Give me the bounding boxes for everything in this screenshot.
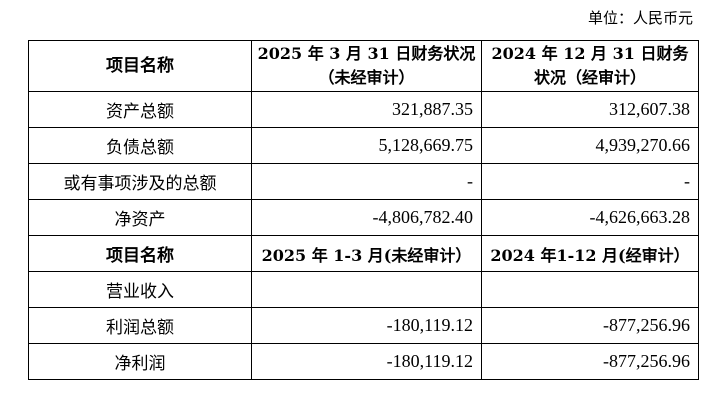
header-2025-q1: 2025 年 3 月 31 日财务状况（未经审计）: [251, 40, 482, 92]
table-row: 利润总额 -180,119.12 -877,256.96: [28, 307, 699, 344]
table-row: 负债总额 5,128,669.75 4,939,270.66: [28, 127, 699, 164]
header-2024-year: 2024 年 12 月 31 日财务状况（经审计）: [481, 40, 699, 92]
row-name: 负债总额: [28, 127, 252, 164]
row-name: 营业收入: [28, 271, 252, 308]
row-name: 利润总额: [28, 307, 252, 344]
row-value-2025: -180,119.12: [251, 307, 482, 344]
row-value-2025: -4,806,782.40: [251, 199, 482, 236]
row-value-2024: -: [481, 163, 699, 200]
row-value-2025: 5,128,669.75: [251, 127, 482, 164]
header-2024-year: 2024 年1-12 月(经审计）: [481, 235, 699, 272]
row-value-2024: -877,256.96: [481, 343, 699, 380]
row-value-2025: -180,119.12: [251, 343, 482, 380]
table-row: 营业收入: [28, 271, 699, 308]
income-header-row: 项目名称 2025 年 1-3 月(未经审计） 2024 年1-12 月(经审计…: [28, 235, 699, 272]
table-row: 资产总额 321,887.35 312,607.38: [28, 91, 699, 128]
table-row: 或有事项涉及的总额 - -: [28, 163, 699, 200]
row-name: 净资产: [28, 199, 252, 236]
header-item-name: 项目名称: [28, 40, 252, 92]
row-name: 或有事项涉及的总额: [28, 163, 252, 200]
row-name: 资产总额: [28, 91, 252, 128]
header-item-name: 项目名称: [28, 235, 252, 272]
financial-table: 项目名称 2025 年 3 月 31 日财务状况（未经审计） 2024 年 12…: [28, 40, 699, 380]
header-2025-q1: 2025 年 1-3 月(未经审计）: [251, 235, 482, 272]
row-value-2024: -877,256.96: [481, 307, 699, 344]
row-value-2024: 4,939,270.66: [481, 127, 699, 164]
row-name: 净利润: [28, 343, 252, 380]
row-value-2024: -4,626,663.28: [481, 199, 699, 236]
row-value-2025: 321,887.35: [251, 91, 482, 128]
table-row: 净资产 -4,806,782.40 -4,626,663.28: [28, 199, 699, 236]
table-row: 净利润 -180,119.12 -877,256.96: [28, 343, 699, 380]
row-value-2025: -: [251, 163, 482, 200]
row-value-2025: [251, 271, 482, 308]
balance-header-row: 项目名称 2025 年 3 月 31 日财务状况（未经审计） 2024 年 12…: [28, 40, 699, 92]
row-value-2024: 312,607.38: [481, 91, 699, 128]
unit-label: 单位：人民币元: [587, 9, 693, 27]
row-value-2024: [481, 271, 699, 308]
